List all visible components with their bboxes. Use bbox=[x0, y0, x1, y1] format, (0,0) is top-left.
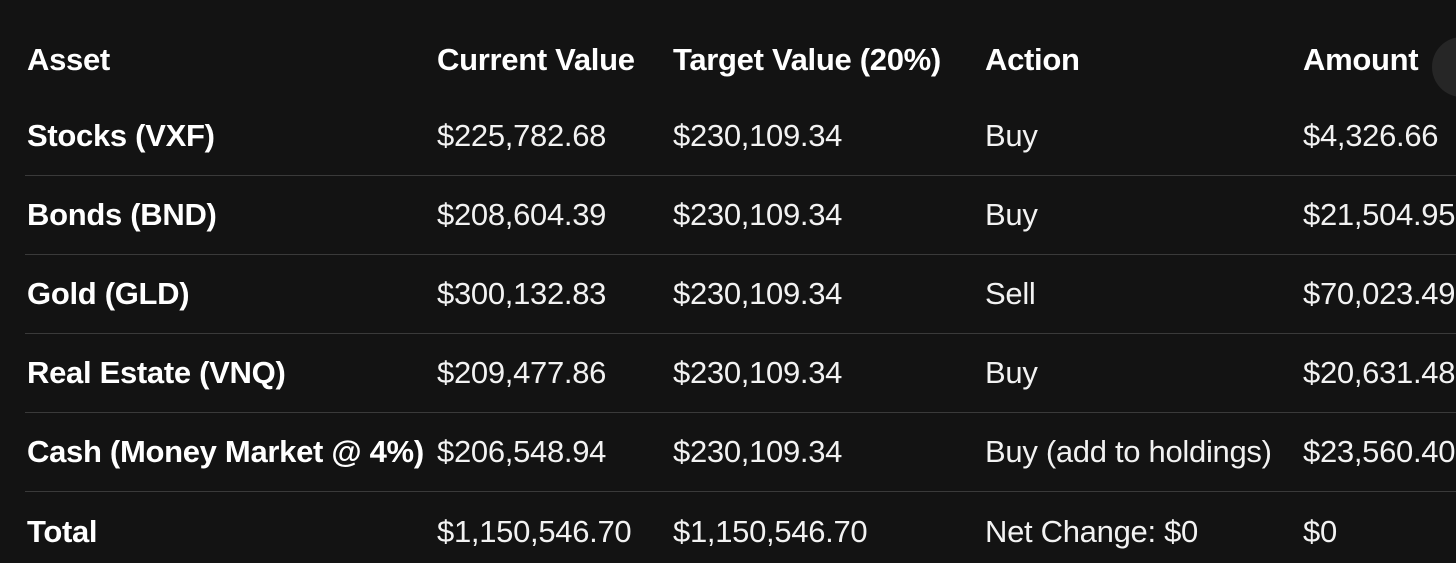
cell-action: Buy bbox=[985, 118, 1038, 153]
cell-target-value: $230,109.34 bbox=[673, 276, 843, 311]
cell-action: Buy bbox=[985, 355, 1038, 390]
cell-asset-name: Bonds (BND) bbox=[27, 197, 217, 232]
cell-current-value: $208,604.39 bbox=[437, 197, 607, 232]
column-header-asset: Asset bbox=[27, 41, 110, 77]
cell-amount: $70,023.49 bbox=[1303, 276, 1456, 311]
cell-asset-name: Cash (Money Market @ 4%) bbox=[27, 434, 424, 469]
column-header-target-value: Target Value (20%) bbox=[673, 41, 941, 77]
cell-target-value: $230,109.34 bbox=[673, 355, 843, 390]
cell-asset-name: Gold (GLD) bbox=[27, 276, 190, 311]
cell-action: Buy bbox=[985, 197, 1038, 232]
cell-target-value: $230,109.34 bbox=[673, 118, 843, 153]
cell-total-amount: $0 bbox=[1303, 513, 1337, 549]
cell-total-target: $1,150,546.70 bbox=[673, 513, 868, 549]
cell-total-net-change: Net Change: $0 bbox=[985, 513, 1198, 549]
cell-amount: $23,560.40 bbox=[1303, 434, 1456, 469]
cell-current-value: $209,477.86 bbox=[437, 355, 607, 390]
cell-current-value: $206,548.94 bbox=[437, 434, 607, 469]
column-header-amount: Amount bbox=[1303, 41, 1419, 77]
cell-target-value: $230,109.34 bbox=[673, 434, 843, 469]
cell-current-value: $225,782.68 bbox=[437, 118, 607, 153]
cell-amount: $20,631.48 bbox=[1303, 355, 1456, 390]
cell-current-value: $300,132.83 bbox=[437, 276, 607, 311]
cell-amount: $4,326.66 bbox=[1303, 118, 1439, 153]
cell-total-current: $1,150,546.70 bbox=[437, 513, 632, 549]
table-row-gold: Gold (GLD) $300,132.83 $230,109.34 Sell … bbox=[25, 255, 1456, 334]
cell-asset-name: Stocks (VXF) bbox=[27, 118, 215, 153]
cell-amount: $21,504.95 bbox=[1303, 197, 1456, 232]
column-header-current-value: Current Value bbox=[437, 41, 635, 77]
cell-total-label: Total bbox=[27, 513, 98, 549]
column-header-action: Action bbox=[985, 41, 1080, 77]
cell-action: Buy (add to holdings) bbox=[985, 434, 1272, 469]
cell-action: Sell bbox=[985, 276, 1036, 311]
table-row-bonds: Bonds (BND) $208,604.39 $230,109.34 Buy … bbox=[25, 176, 1456, 255]
table-header-row: Asset Current Value Target Value (20%) A… bbox=[25, 0, 1456, 97]
table-row-cash: Cash (Money Market @ 4%) $206,548.94 $23… bbox=[25, 413, 1456, 492]
cell-asset-name: Real Estate (VNQ) bbox=[27, 355, 286, 390]
table-row-stocks: Stocks (VXF) $225,782.68 $230,109.34 Buy… bbox=[25, 97, 1456, 176]
table-row-real-estate: Real Estate (VNQ) $209,477.86 $230,109.3… bbox=[25, 334, 1456, 413]
cell-target-value: $230,109.34 bbox=[673, 197, 843, 232]
table-row-total: Total $1,150,546.70 $1,150,546.70 Net Ch… bbox=[25, 492, 1456, 563]
